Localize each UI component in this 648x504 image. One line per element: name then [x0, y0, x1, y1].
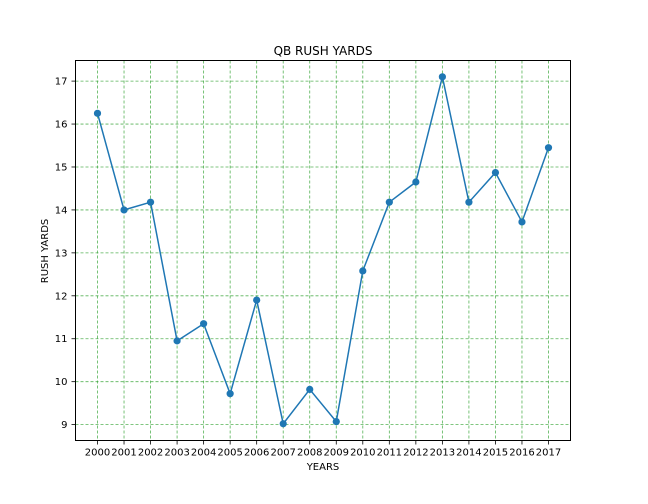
y-tick-label: 14 [55, 205, 68, 216]
y-tick-label: 17 [55, 77, 68, 88]
series-line [96, 76, 550, 426]
x-tick-label: 2011 [377, 448, 402, 459]
data-point [385, 198, 393, 206]
x-tick-label: 2008 [297, 448, 322, 459]
data-point [200, 320, 208, 328]
data-point [412, 178, 420, 186]
x-tick-label: 2006 [244, 448, 269, 459]
axes: 2000 2001 2002 2003 2004 2005 2006 2007 2008 2009… [55, 77, 561, 459]
series-rush-yards [93, 73, 553, 428]
data-point [253, 296, 261, 304]
data-point [438, 73, 446, 81]
x-tick-label: 2012 [403, 448, 428, 459]
y-tick-label: 10 [55, 377, 68, 388]
y-tick-label: 16 [55, 120, 68, 131]
x-tick-label: 2000 [85, 448, 110, 459]
x-tick-label: 2014 [456, 448, 481, 459]
x-tick-label: 2001 [111, 448, 136, 459]
y-tick-label: 15 [55, 162, 68, 173]
x-tick-label: 2017 [536, 448, 561, 459]
plot-area-frame [75, 60, 571, 441]
data-point [120, 206, 128, 214]
data-point [518, 218, 526, 226]
x-axis-label: YEARS [306, 462, 340, 473]
y-tick-label: 11 [55, 334, 68, 345]
y-tick-label: 12 [55, 291, 68, 302]
x-tick-label: 2009 [324, 448, 349, 459]
grid [75, 60, 571, 441]
x-tick-label: 2016 [509, 448, 534, 459]
data-point [226, 390, 234, 398]
data-point [465, 198, 473, 206]
data-point [544, 144, 553, 152]
data-point [146, 198, 155, 206]
x-tick-label: 2002 [138, 448, 163, 459]
data-point [279, 420, 287, 428]
x-tick-label: 2013 [430, 448, 455, 459]
x-tick-label: 2003 [164, 448, 189, 459]
data-point [93, 109, 102, 117]
x-tick-label: 2015 [483, 448, 508, 459]
data-point [359, 267, 367, 275]
y-axis-label: RUSH YARDS [40, 219, 51, 283]
data-point [306, 385, 314, 394]
y-tick-label: 9 [61, 420, 67, 431]
x-tick-label: 2004 [191, 448, 216, 459]
chart-title: QB RUSH YARDS [274, 44, 373, 58]
x-tick-label: 2010 [350, 448, 375, 459]
data-point [332, 418, 340, 426]
data-point [491, 168, 500, 177]
x-tick-label: 2005 [217, 448, 242, 459]
y-tick-label: 13 [55, 248, 68, 259]
x-tick-label: 2007 [270, 448, 295, 459]
data-point [173, 337, 181, 345]
